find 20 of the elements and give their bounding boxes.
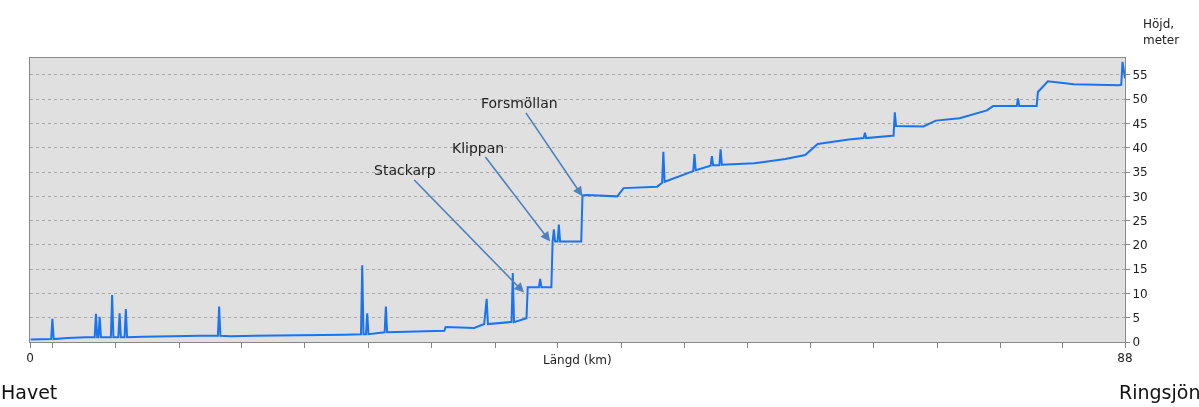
y-tick-label: 15 bbox=[1132, 262, 1148, 277]
annotation: Stackarp bbox=[374, 162, 436, 178]
annotation: Forsmöllan bbox=[481, 95, 558, 111]
y-tick-label: 55 bbox=[1132, 68, 1148, 83]
y-tick-label: 30 bbox=[1132, 189, 1148, 204]
y-tick-label: 50 bbox=[1132, 92, 1148, 107]
x-tick-label: 88 bbox=[1117, 351, 1133, 366]
y-tick-label: 45 bbox=[1132, 116, 1148, 131]
y-tick-label: 0 bbox=[1132, 335, 1141, 350]
y-tick-label: 40 bbox=[1132, 141, 1148, 156]
y-axis-title: Höjd, meter bbox=[1143, 17, 1180, 47]
y-tick-label: 10 bbox=[1132, 286, 1148, 301]
text: Havet bbox=[1, 381, 58, 403]
text: Ringsjön bbox=[1119, 381, 1199, 403]
annotation: Klippan bbox=[452, 140, 505, 156]
y-tick-label: 5 bbox=[1132, 310, 1141, 325]
y-tick-label: 25 bbox=[1132, 213, 1148, 228]
x-axis-title: Längd (km) bbox=[543, 353, 612, 367]
y-tick-label: 20 bbox=[1132, 238, 1148, 253]
y-tick-label: 35 bbox=[1132, 165, 1148, 180]
